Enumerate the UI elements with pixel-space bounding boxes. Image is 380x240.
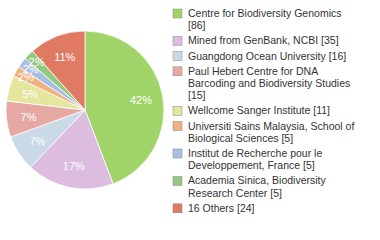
legend-label: Mined from GenBank, NCBI [35] — [188, 34, 339, 46]
legend-label: Guangdong Ocean University [16] — [188, 50, 346, 62]
legend-line: Research Center [5] — [188, 187, 282, 199]
legend-label: 16 Others [24] — [188, 202, 255, 214]
legend-line: 16 Others [24] — [188, 202, 255, 214]
legend-line: Universiti Sains Malaysia, School of — [188, 120, 354, 132]
legend-swatch — [173, 9, 182, 18]
legend-line: Biological Sciences [5] — [188, 132, 293, 144]
legend-swatch — [173, 149, 182, 158]
legend-label: Wellcome Sanger Institute [11] — [188, 104, 330, 116]
legend-label: Centre for Biodiversity Genomics[86] — [188, 7, 341, 31]
legend: Centre for Biodiversity Genomics[86] Mine… — [173, 7, 354, 214]
legend-line: Paul Hebert Centre for DNA — [188, 65, 318, 77]
data-label: 5% — [22, 88, 38, 100]
data-label: 17% — [63, 160, 85, 172]
data-label: 7% — [21, 111, 37, 123]
legend-swatch — [173, 52, 182, 61]
legend-swatch — [173, 204, 182, 213]
legend-swatch — [173, 67, 182, 76]
legend-swatch — [173, 122, 182, 131]
legend-line: Mined from GenBank, NCBI [35] — [188, 34, 339, 46]
legend-line: [15] — [188, 89, 206, 101]
legend-swatch — [173, 36, 182, 45]
legend-label: Universiti Sains Malaysia, School ofBiol… — [188, 120, 354, 144]
data-labels: 42%17%7%7%5%2%2%2%11% — [18, 51, 152, 172]
legend-line: [86] — [188, 19, 206, 31]
data-label: 2% — [29, 56, 45, 68]
data-label: 7% — [29, 135, 45, 147]
legend-label: Paul Hebert Centre for DNABarcoding and … — [188, 65, 350, 101]
legend-label: Academia Sinica, BiodiversityResearch Ce… — [188, 174, 326, 198]
legend-line: Institut de Recherche pour le — [188, 147, 322, 159]
legend-line: Wellcome Sanger Institute [11] — [188, 104, 330, 116]
legend-swatch — [173, 106, 182, 115]
pie — [6, 31, 164, 189]
legend-line: Developpement, France [5] — [188, 159, 315, 171]
legend-line: Barcoding and Biodiversity Studies — [188, 77, 350, 89]
slice — [32, 31, 85, 110]
legend-line: Centre for Biodiversity Genomics — [188, 7, 341, 19]
legend-line: Guangdong Ocean University [16] — [188, 50, 346, 62]
data-label: 42% — [130, 94, 152, 106]
data-label: 11% — [54, 51, 75, 63]
chart: 42%17%7%7%5%2%2%2%11%Centre for Biodiver… — [0, 0, 380, 240]
legend-label: Institut de Recherche pour leDeveloppeme… — [188, 147, 322, 171]
legend-line: Academia Sinica, Biodiversity — [188, 174, 326, 186]
legend-swatch — [173, 176, 182, 185]
